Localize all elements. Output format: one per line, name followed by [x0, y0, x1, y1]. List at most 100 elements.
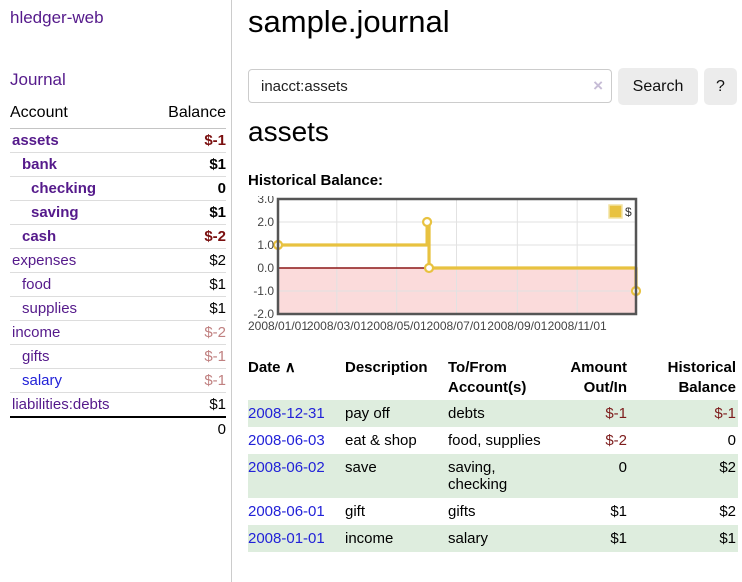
account-row: cash $-2	[10, 224, 226, 249]
chart-data-point	[423, 262, 435, 274]
account-link-food[interactable]: food	[22, 276, 52, 293]
register-date-link[interactable]: 2008-01-01	[248, 530, 325, 547]
account-row: food $1	[10, 272, 226, 297]
register-description: pay off	[345, 400, 448, 427]
account-link-assets[interactable]: assets	[12, 132, 59, 149]
accounts-table: Account Balance assets $-1 bank $1 checking 0…	[10, 102, 226, 441]
x-tick-label: 2008/09/01	[487, 319, 547, 333]
account-link-checking[interactable]: checking	[31, 180, 97, 197]
x-tick-label: 2008/03/01	[307, 319, 367, 333]
account-link-income[interactable]: income	[12, 324, 61, 341]
search-input[interactable]	[248, 69, 612, 103]
clear-search-icon[interactable]: ×	[593, 76, 603, 95]
account-link-liabilities-debts[interactable]: liabilities:debts	[12, 396, 110, 413]
y-tick-label: 1.0	[257, 238, 274, 252]
account-link-bank[interactable]: bank	[22, 156, 58, 173]
account-row: supplies $1	[10, 296, 226, 321]
sidebar-item-journal[interactable]: Journal	[10, 70, 66, 89]
register-header-row: Date ∧ Description To/From Account(s) Am…	[248, 356, 738, 400]
register-amount: $1	[610, 503, 627, 520]
register-date-link[interactable]: 2008-06-03	[248, 432, 325, 449]
account-balance: $-2	[146, 224, 226, 249]
accounts-header-account: Account	[10, 102, 147, 129]
register-amount: $-2	[605, 432, 627, 449]
account-balance: $1	[146, 272, 226, 297]
register-amount: 0	[563, 454, 635, 498]
register-row: 2008-01-01 income salary $1 $1	[248, 525, 738, 552]
account-link-expenses[interactable]: expenses	[12, 252, 77, 269]
register-accounts: gifts	[448, 503, 476, 520]
account-balance: $1	[146, 392, 226, 418]
historical-balance-chart: $3.0 2.0 1.0 0.0 -1.0 -2.0 2008/01/01 2008/03/0…	[248, 192, 642, 346]
account-balance: $-1	[146, 368, 226, 393]
x-tick-label: 2008/07/01	[426, 319, 486, 333]
chart-data-point	[421, 216, 433, 228]
account-balance: $1	[146, 296, 226, 321]
y-tick-label: -2.0	[253, 307, 274, 321]
register-balance: $-1	[635, 400, 738, 427]
account-link-salary[interactable]: salary	[22, 372, 63, 389]
account-row: salary $-1	[10, 368, 226, 393]
account-balance: 0	[146, 176, 226, 201]
account-row: expenses $2	[10, 248, 226, 273]
account-link-supplies[interactable]: supplies	[22, 300, 78, 317]
search-field-wrap: ×	[248, 69, 612, 103]
account-row: bank $1	[10, 152, 226, 177]
account-balance: $1	[146, 152, 226, 177]
account-balance: $1	[146, 200, 226, 225]
register-date-link[interactable]: 2008-12-31	[248, 405, 325, 422]
register-row: 2008-06-01 gift gifts $1 $2	[248, 498, 738, 525]
x-tick-label: 2008/05/01	[367, 319, 427, 333]
register-header-accounts: To/From Account(s)	[448, 356, 563, 400]
account-link-saving[interactable]: saving	[31, 204, 79, 221]
legend-swatch	[608, 204, 623, 219]
app-brand-link[interactable]: hledger-web	[10, 8, 104, 27]
register-accounts: saving, checking	[448, 454, 563, 498]
register-balance: $1	[635, 525, 738, 552]
register-balance: $2	[719, 503, 736, 520]
chart-border	[276, 197, 638, 316]
register-header-date-label: Date	[248, 359, 281, 376]
accounts-total-balance: 0	[217, 421, 226, 438]
account-balance: $2	[146, 248, 226, 273]
help-button[interactable]: ?	[704, 68, 737, 105]
account-row: income $-2	[10, 320, 226, 345]
sort-ascending-icon: ∧	[284, 359, 296, 376]
register-amount: $-1	[563, 400, 635, 427]
account-row: gifts $-1	[10, 344, 226, 369]
register-description: save	[345, 454, 448, 498]
account-heading: assets	[248, 116, 329, 147]
register-row: 2008-06-02 save saving, checking 0 $2	[248, 454, 738, 498]
register-amount: $1	[563, 525, 635, 552]
chart-heading: Historical Balance:	[248, 172, 384, 189]
register-description: income	[345, 525, 448, 552]
register-row: 2008-12-31 pay off debts $-1 $-1	[248, 400, 738, 427]
register-date-link[interactable]: 2008-06-01	[248, 503, 325, 520]
register-balance: 0	[727, 432, 736, 449]
register-date-link[interactable]: 2008-06-02	[248, 459, 325, 476]
register-accounts: food, supplies	[448, 432, 541, 449]
legend-label: $	[625, 205, 632, 219]
y-tick-label: -1.0	[253, 284, 274, 298]
accounts-total-row: 0	[10, 417, 226, 441]
y-tick-label: 2.0	[257, 215, 274, 229]
search-button[interactable]: Search	[618, 68, 698, 105]
register-description: gift	[345, 503, 366, 520]
search-form: × Search ?	[248, 68, 742, 106]
account-link-cash[interactable]: cash	[22, 228, 57, 245]
register-header-description: Description	[345, 356, 448, 400]
register-header-date[interactable]: Date ∧	[248, 356, 345, 400]
x-tick-label: 2008/01/01	[248, 319, 308, 333]
register-accounts: debts	[448, 400, 563, 427]
register-header-balance: Historical Balance	[635, 356, 738, 400]
x-tick-label: 2008/11/01	[548, 319, 607, 333]
sidebar: hledger-web Journal Account Balance asse…	[0, 0, 232, 582]
account-link-gifts[interactable]: gifts	[22, 348, 50, 365]
account-balance: $-1	[146, 128, 226, 153]
accounts-header-row: Account Balance	[10, 102, 226, 129]
register-row: 2008-06-03 eat & shop food, supplies $-2 0	[248, 427, 738, 454]
y-tick-label: 0.0	[257, 261, 274, 275]
account-balance: $-1	[146, 344, 226, 369]
accounts-header-balance: Balance	[146, 102, 226, 129]
account-row: checking 0	[10, 176, 226, 201]
